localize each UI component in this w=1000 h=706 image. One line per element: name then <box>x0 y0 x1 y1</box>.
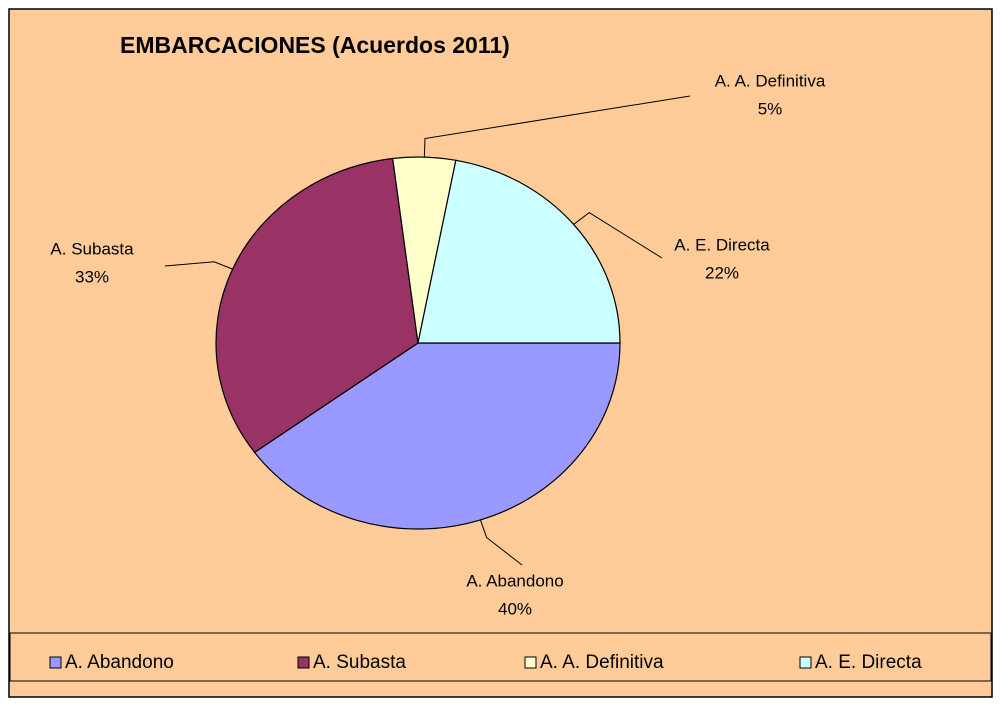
legend-label: A. E. Directa <box>815 652 922 673</box>
pie-slice <box>253 342 621 530</box>
legend-swatch <box>524 656 537 669</box>
slice-value: 33% <box>75 267 109 286</box>
slice-label: A. E. Directa <box>674 235 770 254</box>
legend-swatch <box>297 656 310 669</box>
slice-value: 40% <box>498 599 532 618</box>
legend-label: A. Subasta <box>313 652 406 673</box>
slice-label: A. Subasta <box>50 239 134 258</box>
legend-box <box>9 632 992 682</box>
leader-line <box>479 519 523 566</box>
legend-label: A. A. Definitiva <box>540 652 664 673</box>
slice-label: A. A. Definitiva <box>715 71 826 90</box>
chart-title: EMBARCACIONES (Acuerdos 2011) <box>120 32 510 58</box>
slice-value: 22% <box>705 263 739 282</box>
slice-value: 5% <box>758 99 783 118</box>
legend-swatch <box>799 656 812 669</box>
slice-label: A. Abandono <box>466 571 563 590</box>
leader-line <box>573 211 663 259</box>
legend-swatch <box>49 656 62 669</box>
pie-slice <box>417 159 621 344</box>
legend-label: A. Abandono <box>65 652 174 673</box>
leader-line <box>164 261 233 270</box>
pie-slice <box>215 157 419 454</box>
leader-line <box>423 95 691 158</box>
